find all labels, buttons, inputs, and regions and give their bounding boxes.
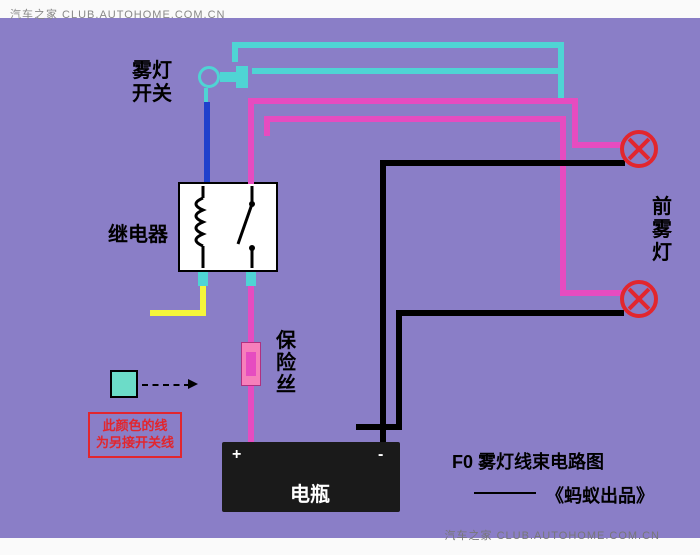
note-line2: 为另接开关线 — [96, 435, 174, 450]
fuse-l1: 保 — [276, 330, 296, 352]
wire-magenta-h1 — [248, 98, 578, 104]
lamp-bottom-icon — [620, 280, 658, 318]
ff2: 雾 — [652, 219, 672, 241]
fog-switch-label-2: 开关 — [132, 83, 172, 105]
fog-switch-icon — [198, 58, 254, 94]
wire-black-h1 — [380, 160, 625, 166]
wire-blue-v — [204, 102, 210, 184]
note-box: 此颜色的线 为另接开关线 — [88, 412, 182, 458]
canvas: 汽车之家 CLUB.AUTOHOME.COM.CN — [0, 0, 700, 555]
wire-black-v2 — [396, 310, 402, 428]
lamp-top-icon — [620, 130, 658, 168]
dash-line — [142, 384, 190, 386]
credit-line — [474, 492, 536, 494]
wire-magenta-rv — [572, 98, 578, 148]
wire-black-v1 — [380, 160, 386, 444]
switch-line-square-icon — [110, 370, 138, 398]
credit-label: 《蚂蚁出品》 — [546, 482, 654, 508]
wire-magenta-v2 — [248, 386, 254, 442]
relay-contact-icon — [232, 186, 272, 268]
relay-coil-icon — [184, 186, 222, 268]
fuse-inner — [246, 352, 256, 376]
ff1: 前 — [652, 196, 672, 218]
wire-cyan-top — [252, 68, 562, 74]
wire-cyan-top-h2 — [232, 42, 564, 48]
arrow-icon — [188, 379, 198, 389]
watermark-top: 汽车之家 CLUB.AUTOHOME.COM.CN — [10, 6, 225, 22]
diagram-title: F0 雾灯线束电路图 — [452, 448, 604, 474]
fuse-l3: 丝 — [276, 374, 296, 396]
relay-cyan-stub2 — [246, 272, 256, 286]
wire-magenta-h3 — [264, 116, 566, 122]
fuse-l2: 险 — [276, 352, 296, 374]
front-fog-label: 前 雾 灯 — [652, 196, 672, 265]
battery-minus-label: - — [378, 446, 383, 464]
battery-label: 电瓶 — [290, 478, 330, 507]
ff3: 灯 — [652, 242, 672, 264]
battery-plus-label: + — [232, 446, 241, 464]
wire-magenta-rv2 — [560, 116, 566, 296]
wire-magenta-v1 — [248, 286, 254, 342]
wire-magenta-h2 — [572, 142, 622, 148]
wire-magenta-v3a — [264, 116, 270, 136]
fuse-label: 保 险 丝 — [276, 330, 296, 396]
note-line1: 此颜色的线 — [103, 418, 168, 433]
relay-cyan-stub1 — [198, 272, 208, 286]
wire-magenta-h4 — [560, 290, 622, 296]
fog-switch-label-1: 雾灯 — [132, 60, 172, 82]
wire-black-h2 — [396, 310, 624, 316]
wire-magenta-topv — [248, 98, 254, 184]
wire-cyan-right-v — [558, 42, 564, 104]
wire-yellow-h — [150, 310, 206, 316]
relay-label: 继电器 — [108, 218, 168, 247]
fog-switch-label: 雾灯 开关 — [132, 60, 172, 106]
wire-black-hb — [356, 424, 402, 430]
watermark-bottom: 汽车之家 CLUB.AUTOHOME.COM.CN — [445, 527, 660, 543]
